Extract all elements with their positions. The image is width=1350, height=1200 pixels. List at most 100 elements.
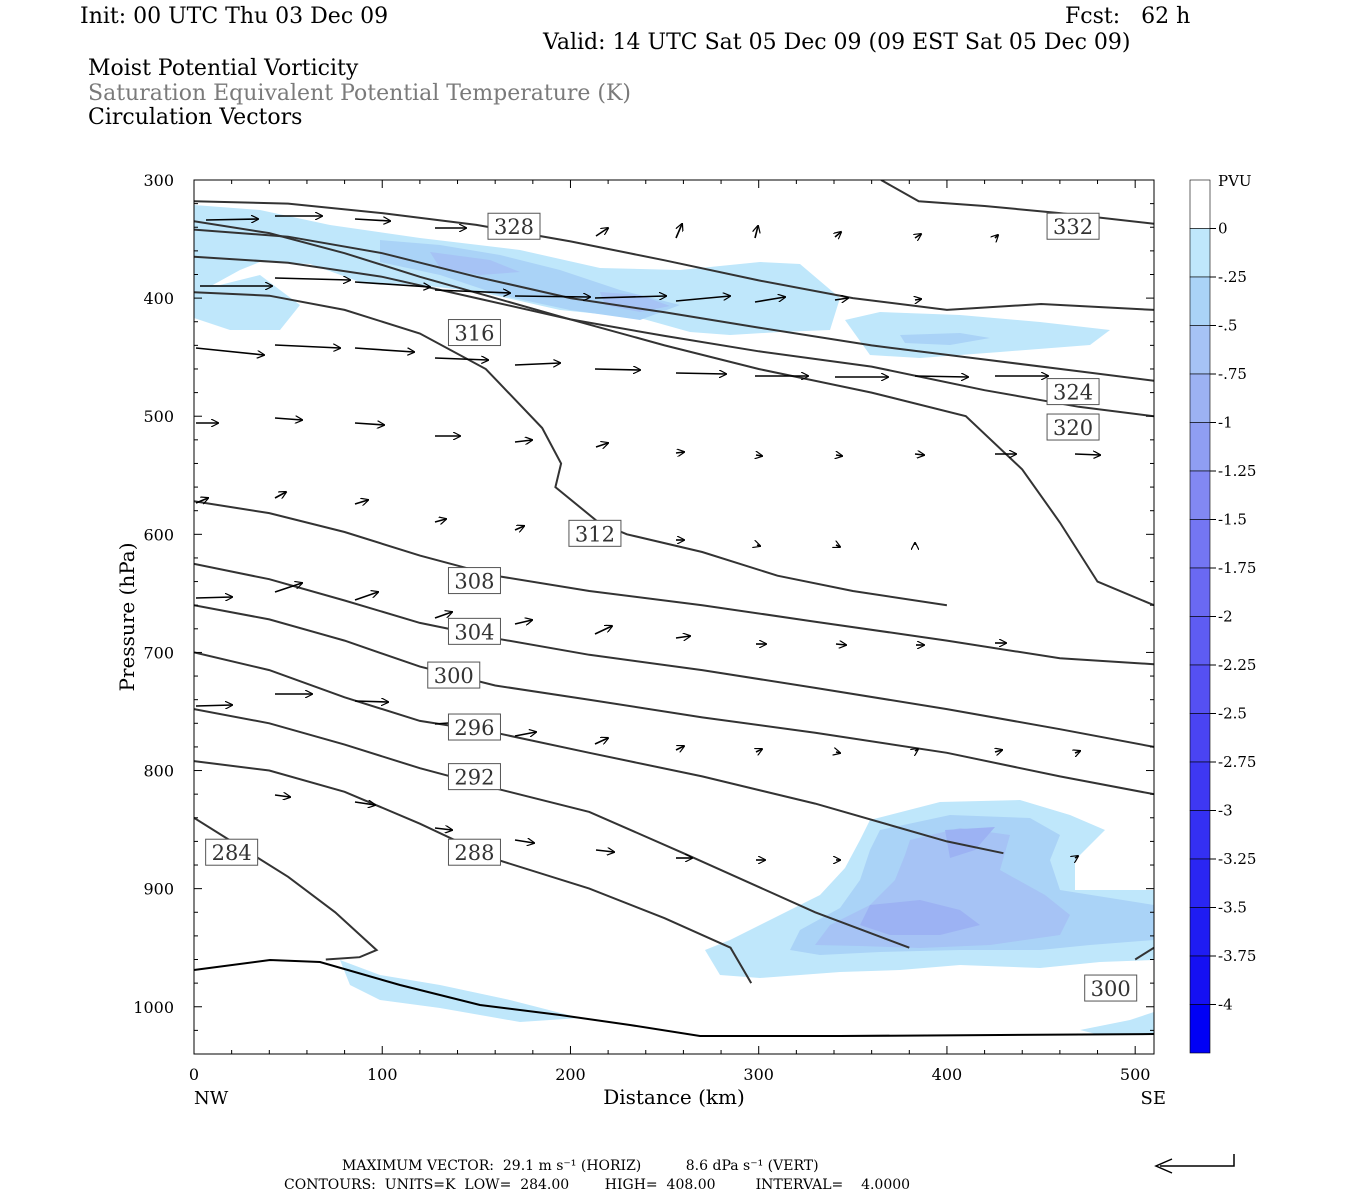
- colorbar-swatch: [1189, 761, 1211, 811]
- vector-arrow: [274, 583, 302, 593]
- vector-arrow: [274, 278, 350, 280]
- contour-label-box: [1046, 378, 1100, 406]
- y-tick-label: 700: [143, 643, 174, 662]
- vector-arrow: [835, 232, 841, 237]
- contour-label-304: 304: [454, 620, 494, 644]
- vector-arrow: [756, 749, 762, 752]
- colorbar-label: -3.5: [1218, 899, 1247, 917]
- vector-arrow: [195, 705, 232, 706]
- vector-arrow: [754, 297, 785, 303]
- contour-label-332: 332: [1053, 215, 1093, 239]
- colorbar-label: -4: [1218, 996, 1233, 1014]
- colorbar-swatch: [1189, 470, 1211, 520]
- vector-arrow: [434, 519, 446, 522]
- contour-line-312: [194, 291, 948, 607]
- circulation-vectors: [195, 216, 1100, 860]
- contour-label-box: [487, 212, 541, 240]
- y-tick-label: 300: [143, 171, 174, 190]
- contour-label-288: 288: [454, 841, 494, 865]
- vector-arrow: [514, 526, 524, 530]
- y-tick-label: 400: [143, 289, 174, 308]
- contour-label-296: 296: [454, 716, 494, 740]
- colorbar-swatch: [1189, 276, 1211, 326]
- vector-arrow: [434, 290, 510, 293]
- se-end-label: SE: [1141, 1088, 1166, 1109]
- vector-arrow: [514, 620, 532, 624]
- contour-label-box: [1084, 974, 1138, 1002]
- contour-label-box: [447, 567, 501, 595]
- vector-arrow: [756, 455, 762, 456]
- contour-label-320: 320: [1053, 416, 1093, 440]
- colorbar-label: -1.25: [1218, 462, 1256, 480]
- contour-label-308: 308: [454, 570, 494, 594]
- vector-arrow: [274, 345, 340, 348]
- y-tick-label: 900: [143, 880, 174, 899]
- vector-arrow: [594, 296, 666, 298]
- contour-label-box: [447, 617, 501, 645]
- vector-arrow: [835, 644, 846, 645]
- vector-arrow: [354, 219, 390, 221]
- vector-arrow: [1075, 751, 1080, 753]
- colorbar-swatch: [1189, 713, 1211, 763]
- vector-arrow: [757, 545, 760, 546]
- vector-arrow: [354, 701, 388, 702]
- vector-arrow: [1074, 454, 1100, 455]
- vector-arrow: [434, 828, 452, 830]
- colorbar-label: -.5: [1218, 317, 1237, 335]
- colorbar-label: -.75: [1218, 365, 1247, 383]
- colorbar-label: 0: [1218, 220, 1228, 238]
- vector-arrow: [995, 235, 998, 238]
- forecast-hour: Fcst: 62 h: [1065, 4, 1191, 29]
- vector-arrow: [675, 636, 690, 638]
- colorbar-label: -3.25: [1218, 850, 1256, 868]
- init-time: Init: 00 UTC Thu 03 Dec 09: [80, 4, 389, 29]
- vector-arrow: [434, 612, 452, 619]
- x-axis-title: Distance (km): [603, 1085, 745, 1109]
- vector-arrow: [595, 443, 608, 447]
- vector-arrow: [195, 498, 208, 503]
- colorbar-label: -1.5: [1218, 511, 1247, 529]
- contour-label-284: 284: [212, 841, 252, 865]
- contour-label-box: [1046, 212, 1100, 240]
- vector-arrow: [195, 597, 232, 598]
- vector-arrow: [836, 545, 840, 547]
- colorbar-label: -3.75: [1218, 947, 1256, 965]
- vector-arrow: [995, 750, 1002, 752]
- contour-label-box: [447, 763, 501, 791]
- vector-arrow: [675, 373, 726, 374]
- contour-label-292: 292: [454, 766, 494, 790]
- vector-arrow: [675, 452, 684, 453]
- vector-arrow: [274, 418, 302, 420]
- vector-arrow: [595, 850, 614, 852]
- vector-arrow: [514, 440, 532, 442]
- colorbar-swatch: [1189, 422, 1211, 472]
- valid-time: Valid: 14 UTC Sat 05 Dec 09 (09 EST Sat …: [543, 30, 1131, 55]
- colorbar-swatch: [1189, 955, 1211, 1005]
- vector-arrow: [915, 299, 921, 300]
- vector-arrow: [1075, 856, 1078, 858]
- colorbar-label: -3: [1218, 802, 1233, 820]
- contour-line-320: [194, 255, 1154, 418]
- colorbar-swatch: [1189, 179, 1211, 229]
- vector-arrow: [514, 840, 534, 843]
- contour-label-box: [1046, 413, 1100, 441]
- y-tick-label: 500: [143, 407, 174, 426]
- contour-label-328: 328: [494, 215, 534, 239]
- contour-label-box: [427, 661, 481, 689]
- vector-arrow: [594, 369, 640, 370]
- colorbar-swatch: [1189, 907, 1211, 957]
- contour-label-300: 300: [1091, 977, 1131, 1001]
- vector-arrow: [195, 347, 264, 355]
- y-tick-label: 800: [143, 762, 174, 781]
- vector-arrow: [915, 749, 918, 751]
- colorbar-swatch: [1189, 373, 1211, 423]
- field-title-2: Saturation Equivalent Potential Temperat…: [88, 81, 631, 106]
- vector-arrow: [354, 281, 430, 287]
- vector-arrow: [675, 224, 682, 239]
- contour-line-308: [194, 500, 1154, 666]
- contour-line-328: [194, 200, 1154, 311]
- x-tick-label: 400: [932, 1065, 963, 1084]
- vector-arrow: [354, 500, 368, 504]
- contour-line-316: [194, 220, 1154, 607]
